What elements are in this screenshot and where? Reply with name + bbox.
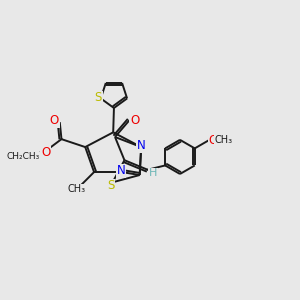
Text: O: O (209, 134, 218, 147)
Text: S: S (107, 179, 115, 192)
Text: O: O (41, 146, 50, 159)
Text: N: N (137, 139, 146, 152)
Text: CH₃: CH₃ (214, 135, 232, 145)
Text: H: H (149, 168, 157, 178)
Text: CH₃: CH₃ (67, 184, 85, 194)
Text: S: S (95, 92, 102, 104)
Text: N: N (117, 164, 126, 177)
Text: O: O (50, 114, 59, 127)
Text: CH₂CH₃: CH₂CH₃ (7, 152, 40, 161)
Text: O: O (130, 114, 139, 127)
